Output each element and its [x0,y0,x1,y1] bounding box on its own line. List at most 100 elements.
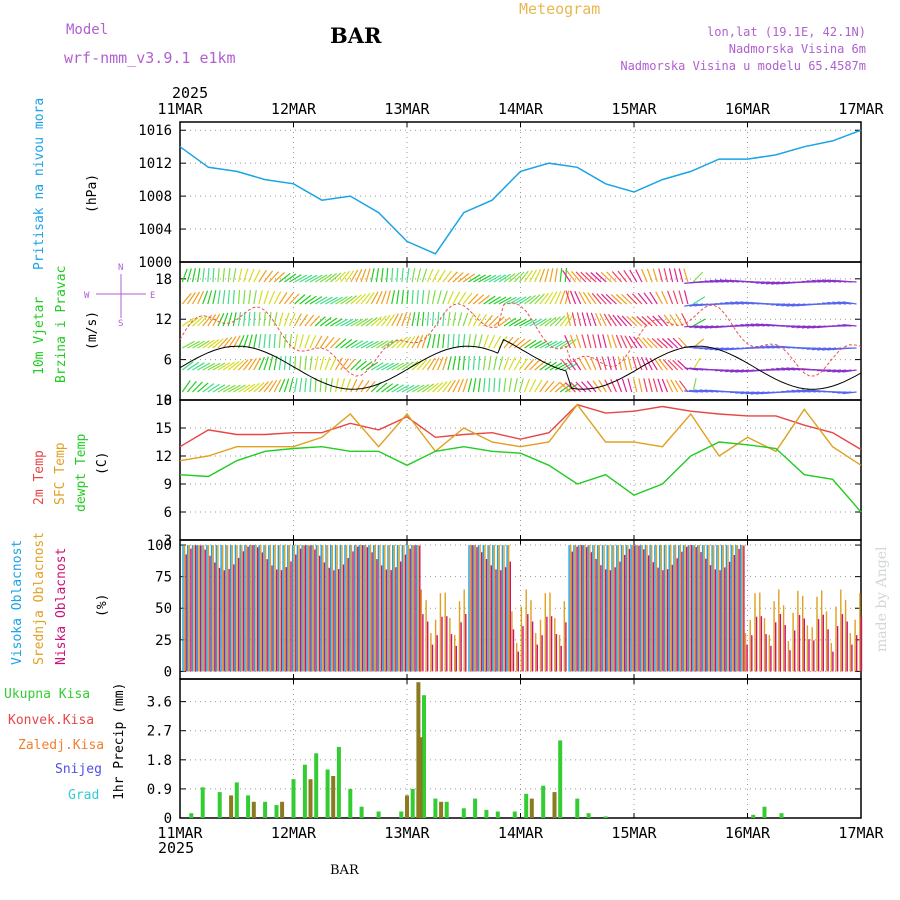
wind-arrow [564,338,577,349]
wind-arrow [283,356,287,371]
cloud-bar [703,545,705,672]
cloud-bar [196,545,198,672]
precip-conv-bar [405,795,409,818]
wind-arrow [477,378,481,393]
compass-s: S [118,319,123,329]
wind-arrow [534,318,547,327]
wind-arrow [263,334,266,349]
x-tick-top-6: 17MAR [838,100,884,118]
cloud-bar [449,618,451,672]
wind-arrow [330,318,343,327]
wind-arrow [314,296,328,305]
page-title: BAR [330,23,382,48]
cloud-bar [201,545,203,672]
wind-arrow [472,334,477,349]
wind-arrow [663,268,669,283]
wind-arrow [735,301,750,305]
wind-arrow [539,340,553,349]
cloud-bar [590,552,593,672]
wind-arrow [585,272,597,283]
precip-total-bar [495,811,500,818]
wind-arrow [416,268,422,283]
precip-total-bar [336,746,341,818]
wind-arrow [345,318,359,327]
wind-arrow [652,315,663,327]
cloud-bar [679,545,681,672]
wind-arrow [263,290,269,305]
wind-arrow [498,378,501,393]
wind-arrow [786,367,801,371]
wind-arrow [401,384,415,393]
wind-arrow [381,339,394,349]
wind-arrow [669,314,679,327]
wind-arrow [416,312,420,327]
wind-arrow [304,295,317,305]
wind-arrow [730,301,745,305]
cloud-bar [693,545,696,672]
precip-conv-bar [251,801,256,818]
wind-arrow [370,316,383,327]
wind-yticks-label-3: 18 [155,272,172,288]
wind-arrow [437,311,440,327]
wind-arrow [472,378,477,393]
wind-arrow [309,334,317,349]
wind-arrow [513,357,522,371]
cloud-bar [733,555,736,672]
wind-arrow [725,369,740,373]
wind-yticks-label-0: 0 [164,393,172,409]
precip-total-bar [751,814,756,818]
wind-arrow [566,312,571,327]
wind-arrow [442,380,452,393]
wind-arrow [182,340,195,349]
wind-arrow [268,333,271,349]
wind-arrow [581,312,587,327]
wind-arrow [600,271,612,283]
wind-arrow [442,334,445,349]
wind-arrow [651,337,663,349]
cloud-bar [808,639,810,672]
wind-arrow [268,312,272,327]
wind-arrow [340,270,351,283]
cloud-bar [501,545,504,672]
cloud-bar [581,545,583,672]
cloud-bar [288,545,291,672]
wind-arrow [657,378,663,393]
cloud-bar [684,545,686,672]
wind-yticks-label-1: 6 [164,353,172,369]
cloud-bar [250,545,252,672]
precip-total-bar [410,788,415,818]
wind-arrow [612,356,617,371]
wind-arrow [760,345,775,349]
wind-arrow [406,289,409,305]
wind-arrows [181,267,857,395]
precip-bars [189,682,784,818]
wind-speed-line [179,338,862,390]
precip-total-bar [541,785,546,818]
wind-arrow [524,358,535,371]
wind-arrow [391,338,403,349]
wind-arrow [350,340,364,349]
wind-arrow [683,290,689,305]
wind-arrow [386,290,391,305]
cloud-bar [825,611,828,672]
wind-arrow [278,291,288,305]
cloud-bar [314,549,316,672]
cloud-bar [315,545,318,672]
cloud-bar [242,551,245,672]
wind-arrow [842,301,857,305]
cloud-bar [361,545,364,672]
cloud-bars [182,545,863,672]
footer-label: BAR [330,863,360,878]
wind-arrow [801,325,816,329]
wind-arrow [554,382,567,393]
wind-arrow [324,378,328,393]
wind-arrow [632,356,638,371]
cloud-bar [835,606,837,672]
wind-arrow [386,314,395,327]
wind-arrow [376,382,388,393]
cloud-bar [625,545,627,672]
wind-arrow [678,337,689,349]
wind-arrow [472,355,475,371]
cloud-bar [579,545,581,672]
wind-arrow [603,313,612,327]
